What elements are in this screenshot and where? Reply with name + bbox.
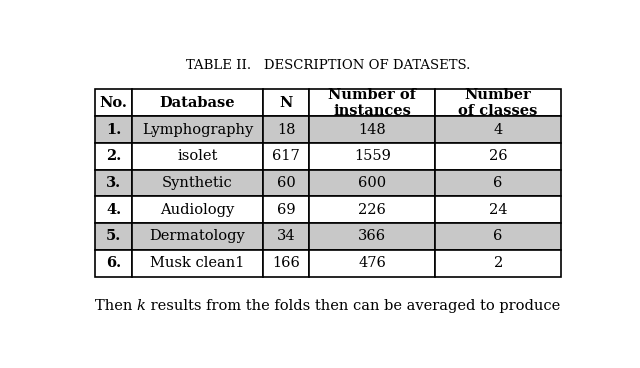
- Text: 18: 18: [276, 123, 295, 137]
- Bar: [435, 223, 561, 250]
- Bar: [132, 223, 263, 250]
- Text: No.: No.: [100, 96, 127, 110]
- Text: 3.: 3.: [106, 176, 121, 190]
- Text: 6.: 6.: [106, 256, 121, 270]
- Text: 600: 600: [358, 176, 387, 190]
- Bar: [309, 116, 435, 143]
- Bar: [435, 197, 561, 223]
- Bar: [309, 250, 435, 276]
- Bar: [309, 170, 435, 197]
- Bar: [132, 116, 263, 143]
- Bar: [435, 170, 561, 197]
- Text: 476: 476: [358, 256, 386, 270]
- Text: N: N: [279, 96, 292, 110]
- Bar: [263, 223, 309, 250]
- Text: 2.: 2.: [106, 149, 121, 163]
- Bar: [263, 143, 309, 170]
- Text: 2: 2: [493, 256, 503, 270]
- Text: 1.: 1.: [106, 123, 121, 137]
- Bar: [95, 143, 132, 170]
- Text: 166: 166: [272, 256, 300, 270]
- Bar: [309, 223, 435, 250]
- Text: Number
of classes: Number of classes: [458, 88, 538, 118]
- Bar: [95, 89, 132, 116]
- Bar: [309, 197, 435, 223]
- Bar: [435, 116, 561, 143]
- Text: 617: 617: [272, 149, 300, 163]
- Text: 5.: 5.: [106, 229, 121, 244]
- Bar: [263, 116, 309, 143]
- Bar: [132, 89, 263, 116]
- Bar: [95, 170, 132, 197]
- Bar: [132, 197, 263, 223]
- Bar: [132, 143, 263, 170]
- Bar: [435, 250, 561, 276]
- Text: 6: 6: [493, 229, 503, 244]
- Text: 34: 34: [276, 229, 295, 244]
- Text: Lymphography: Lymphography: [142, 123, 253, 137]
- Bar: [263, 170, 309, 197]
- Bar: [309, 89, 435, 116]
- Text: isolet: isolet: [177, 149, 218, 163]
- Text: 24: 24: [489, 203, 508, 217]
- Text: Musk clean1: Musk clean1: [150, 256, 244, 270]
- Bar: [132, 170, 263, 197]
- Text: 69: 69: [276, 203, 295, 217]
- Bar: [95, 197, 132, 223]
- Bar: [95, 223, 132, 250]
- Text: 366: 366: [358, 229, 387, 244]
- Text: 60: 60: [276, 176, 296, 190]
- Text: Database: Database: [159, 96, 236, 110]
- Text: k: k: [137, 299, 146, 313]
- Text: 4.: 4.: [106, 203, 121, 217]
- Bar: [95, 250, 132, 276]
- Text: Audiology: Audiology: [161, 203, 235, 217]
- Bar: [263, 89, 309, 116]
- Text: 26: 26: [489, 149, 508, 163]
- Text: results from the folds then can be averaged to produce: results from the folds then can be avera…: [146, 299, 560, 313]
- Text: Number of
instances: Number of instances: [328, 88, 416, 118]
- Bar: [132, 250, 263, 276]
- Text: 6: 6: [493, 176, 503, 190]
- Bar: [435, 89, 561, 116]
- Text: 4: 4: [493, 123, 503, 137]
- Text: 1559: 1559: [354, 149, 391, 163]
- Text: TABLE II.   DESCRIPTION OF DATASETS.: TABLE II. DESCRIPTION OF DATASETS.: [186, 59, 470, 72]
- Text: Synthetic: Synthetic: [162, 176, 233, 190]
- Bar: [95, 116, 132, 143]
- Bar: [309, 143, 435, 170]
- Text: 148: 148: [358, 123, 386, 137]
- Text: Then: Then: [95, 299, 137, 313]
- Bar: [263, 197, 309, 223]
- Bar: [435, 143, 561, 170]
- Bar: [263, 250, 309, 276]
- Text: 226: 226: [358, 203, 386, 217]
- Text: Dermatology: Dermatology: [150, 229, 245, 244]
